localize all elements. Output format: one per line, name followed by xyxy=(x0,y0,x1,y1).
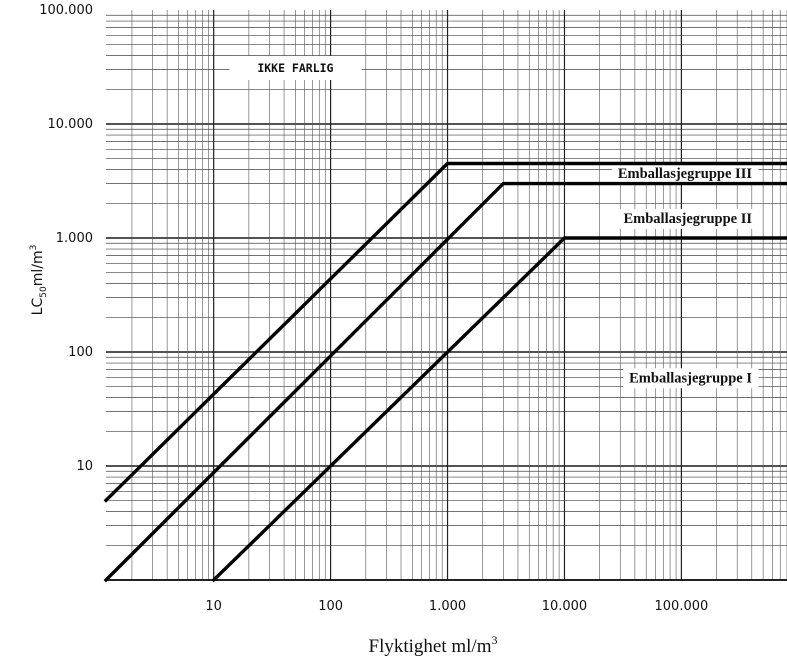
y-tick-label: 100.000 xyxy=(39,3,93,18)
y-axis-label: LC50ml/m3 xyxy=(29,245,49,316)
x-tick-label: 10 xyxy=(205,599,222,614)
y-tick-label: 100 xyxy=(68,345,93,360)
region-label-1: IKKE FARLIG xyxy=(257,61,333,75)
x-axis-label-sup: 3 xyxy=(491,633,497,647)
region-label-bg-1 xyxy=(229,55,362,80)
x-tick-label: 100 xyxy=(318,599,343,614)
y-axis-label-sup: 3 xyxy=(29,245,39,251)
x-axis-label-main: Flyktighet ml/m xyxy=(369,636,492,657)
label-backgrounds xyxy=(229,55,759,389)
region-label-2: Emballasjegruppe III xyxy=(618,166,753,182)
y-tick-label: 1.000 xyxy=(56,231,93,246)
y-axis-label-rest: ml/m xyxy=(30,250,46,286)
x-tick-label: 10.000 xyxy=(542,599,588,614)
y-axis-label-sub: 50 xyxy=(39,286,49,298)
series-lines xyxy=(103,161,787,583)
x-axis-label: Flyktighet ml/m3 xyxy=(369,633,498,657)
series-line-2 xyxy=(103,181,787,583)
x-tick-label: 100.000 xyxy=(655,599,709,614)
region-label-3: Emballasjegruppe II xyxy=(623,211,752,227)
series-line-3 xyxy=(211,236,787,583)
x-tick-labels: 10 100 1.000 10.000 100.000 xyxy=(205,599,708,614)
grid xyxy=(106,10,787,581)
x-tick-label: 1.000 xyxy=(429,599,466,614)
y-axis-label-main: LC xyxy=(30,298,46,316)
series-line-1 xyxy=(103,161,787,503)
region-label-bg-3 xyxy=(617,208,759,229)
y-tick-labels: 10 100 1.000 10.000 100.000 xyxy=(39,3,93,474)
region-label-bg-4 xyxy=(623,368,759,389)
region-label-4: Emballasjegruppe I xyxy=(629,370,752,386)
y-tick-label: 10 xyxy=(76,459,93,474)
y-tick-label: 10.000 xyxy=(48,117,94,132)
region-labels: IKKE FARLIG Emballasjegruppe III Emballasj… xyxy=(257,61,752,386)
region-label-bg-2 xyxy=(611,164,759,185)
